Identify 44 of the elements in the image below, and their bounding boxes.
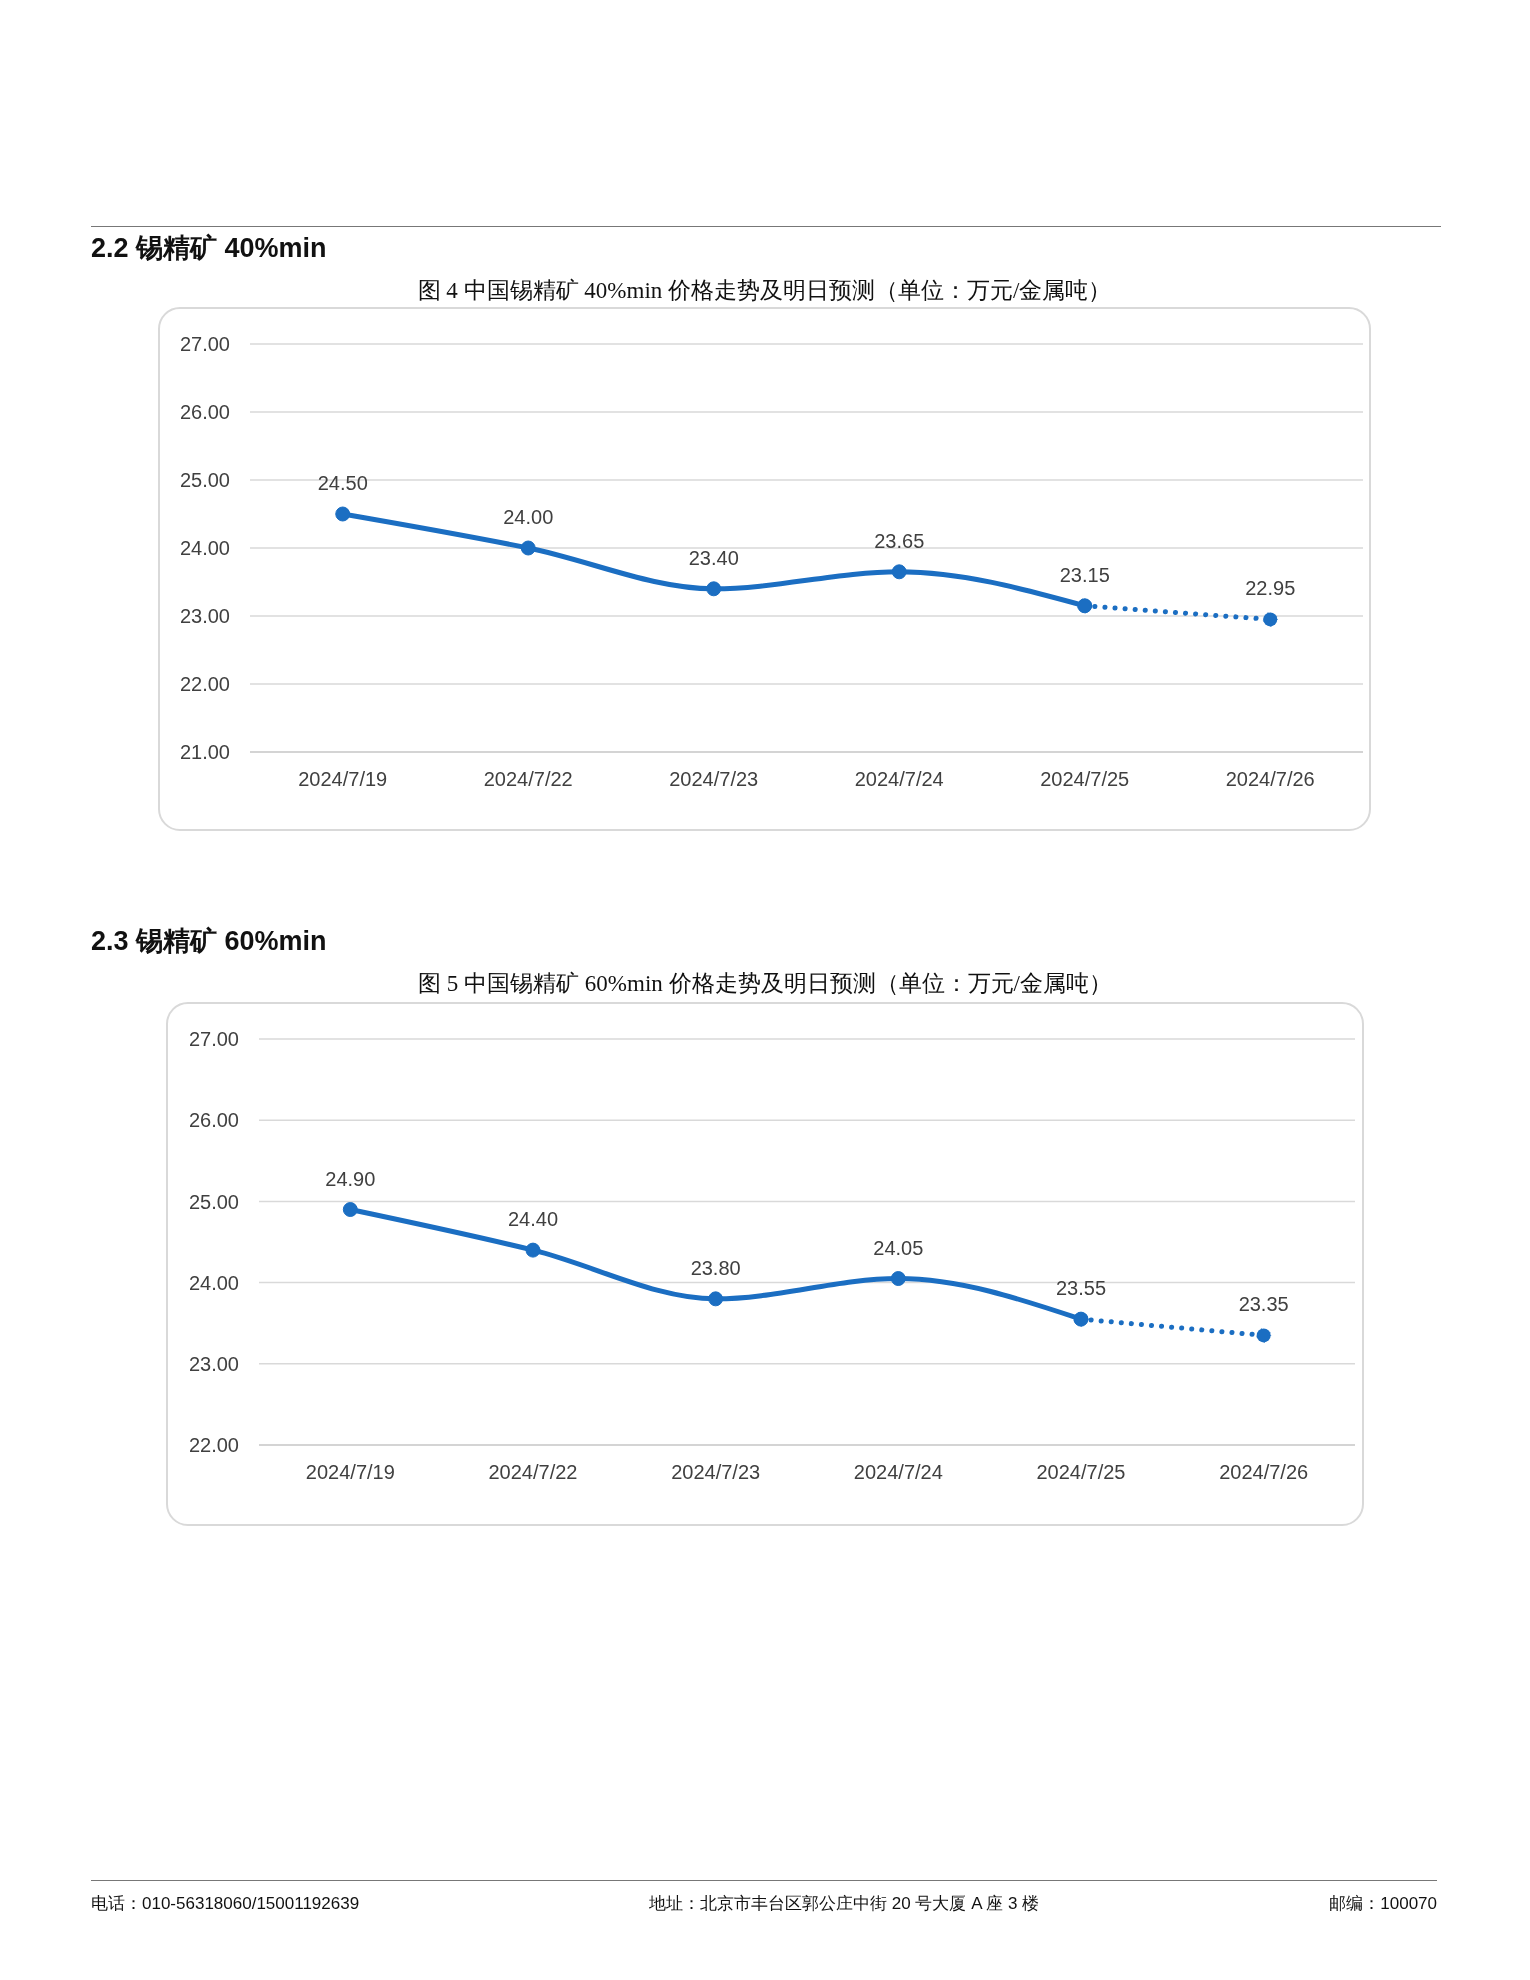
y-tick-label: 27.00 [188,1028,239,1051]
data-label: 23.80 [690,1256,741,1279]
x-tick-label: 2024/7/25 [1036,1461,1126,1484]
text: 电话：010-56318060/15001192639 [91,1893,360,1915]
data-label: 24.05 [873,1236,924,1259]
x-tick-label: 2024/7/25 [1040,768,1130,791]
y-tick-label: 22.00 [179,673,230,696]
y-tick-label: 25.00 [188,1190,239,1213]
data-label: 23.65 [874,529,925,552]
x-tick-label: 2024/7/22 [483,768,573,791]
text: 2.3 锡精矿 60%min [91,925,327,958]
text: 邮编：100070 [1329,1893,1437,1915]
x-tick-label: 2024/7/19 [298,768,388,791]
data-label: 24.90 [325,1167,376,1190]
data-label: 24.40 [507,1208,559,1231]
data-label: 24.00 [503,506,554,528]
data-label: 23.15 [1059,563,1110,586]
y-tick-label: 22.00 [188,1434,239,1457]
x-tick-label: 2024/7/19 [305,1461,395,1484]
y-tick-label: 23.00 [179,605,230,628]
text: 地址：北京市丰台区郭公庄中街 20 号大厦 A 座 3 楼 [649,1893,1040,1915]
data-label: 23.55 [1055,1277,1107,1300]
y-tick-label: 24.00 [179,537,230,560]
x-tick-label: 2024/7/23 [669,768,759,791]
x-tick-label: 2024/7/24 [854,768,944,791]
y-tick-label: 26.00 [179,401,230,424]
data-label: 23.35 [1238,1293,1289,1316]
y-tick-label: 27.00 [179,333,230,356]
chart-title: 图 5 中国锡精矿 60%min 价格走势及明日预测（单位：万元/金属吨） [417,970,1113,998]
y-tick-label: 21.00 [179,741,230,764]
x-tick-label: 2024/7/24 [853,1461,943,1484]
data-label: 24.50 [317,472,368,494]
y-tick-label: 23.00 [188,1352,239,1375]
y-tick-label: 26.00 [188,1109,239,1132]
x-tick-label: 2024/7/26 [1219,1461,1309,1484]
data-label: 22.95 [1245,577,1296,600]
y-tick-label: 25.00 [179,469,230,492]
data-label: 23.40 [688,546,739,569]
x-tick-label: 2024/7/22 [488,1461,578,1484]
chart-title: 图 4 中国锡精矿 40%min 价格走势及明日预测（单位：万元/金属吨） [416,277,1113,305]
x-tick-label: 2024/7/26 [1225,768,1315,791]
x-tick-label: 2024/7/23 [671,1461,761,1484]
y-tick-label: 24.00 [188,1271,239,1294]
text: 2.2 锡精矿 40%min [91,232,327,265]
